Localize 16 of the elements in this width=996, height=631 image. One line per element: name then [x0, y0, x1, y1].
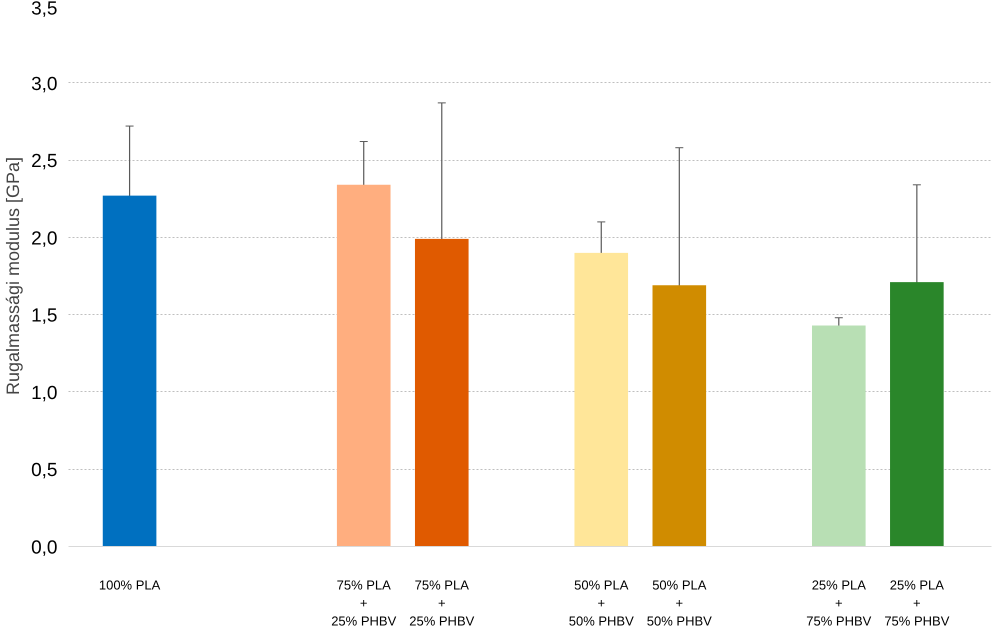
y-tick-label: 0,0	[31, 538, 58, 558]
x-tick-label: 75% PLA + 25% PHBV	[409, 578, 475, 628]
y-tick-label: 1,0	[31, 382, 58, 404]
x-tick-label: 50% PLA + 50% PHBV	[568, 578, 634, 628]
y-tick-label: 0,5	[31, 460, 58, 482]
x-tick-label: 25% PLA + 75% PHBV	[884, 578, 950, 628]
x-tick-label: 50% PLA + 50% PHBV	[646, 578, 712, 628]
y-tick-label: 3,5	[31, 0, 58, 20]
y-tick-label: 1,5	[31, 306, 58, 327]
x-tick-label: 25% PLA + 75% PHBV	[806, 578, 872, 628]
y-tick-label: 2,5	[31, 151, 58, 172]
y-axis-title: Rugalmassági modulus [GPa]	[3, 156, 24, 396]
y-tick-label: 2,0	[31, 228, 58, 250]
y-tick-label: 3,0	[31, 74, 58, 95]
x-tick-label: 100% PLA	[98, 578, 161, 592]
x-tick-label: 75% PLA + 25% PHBV	[331, 578, 397, 628]
